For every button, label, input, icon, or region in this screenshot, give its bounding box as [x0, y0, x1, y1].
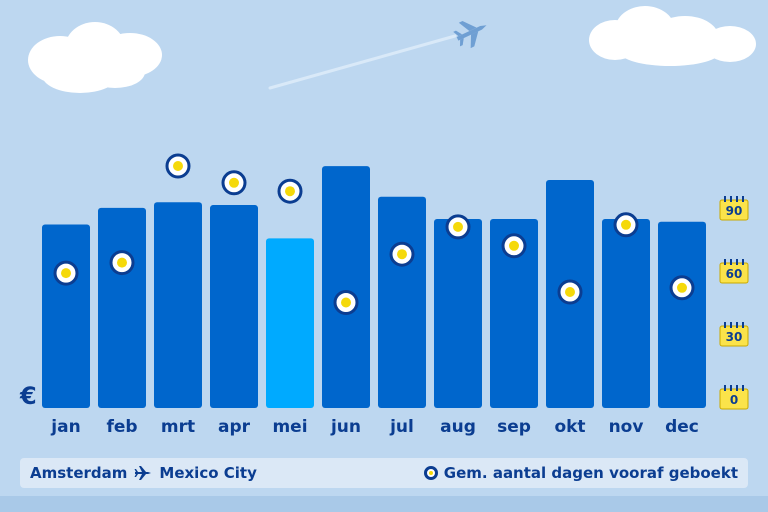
marker-okt — [557, 279, 583, 305]
bar-sep — [490, 218, 538, 408]
bar-aug — [434, 218, 482, 408]
x-tick-mrt: mrt — [161, 417, 195, 437]
origin-label: Amsterdam — [30, 464, 128, 482]
bar-jun — [322, 166, 370, 408]
x-tick-feb: feb — [106, 417, 137, 437]
bar-apr — [210, 205, 258, 408]
legend-bar: Amsterdam Mexico City Gem. aantal dagen … — [20, 458, 748, 488]
x-tick-sep: sep — [497, 417, 531, 437]
bar-nov — [602, 218, 650, 408]
marker-jan — [53, 260, 79, 286]
legend-key-label: Gem. aantal dagen vooraf geboekt — [443, 464, 738, 482]
x-tick-jul: jul — [389, 417, 414, 437]
bar-jan — [42, 224, 90, 408]
right-tick-90-icon: 90 — [719, 196, 749, 221]
x-tick-jan: jan — [50, 417, 80, 437]
currency-symbol: € — [19, 382, 37, 410]
right-tick-0-icon: 0 — [719, 385, 749, 410]
marker-apr — [221, 170, 247, 196]
right-tick-label-90: 90 — [726, 204, 743, 218]
x-tick-nov: nov — [609, 417, 644, 437]
right-tick-label-0: 0 — [730, 393, 738, 407]
right-tick-60-icon: 60 — [719, 259, 749, 284]
marker-nov — [613, 212, 639, 238]
right-tick-30-icon: 30 — [719, 322, 749, 347]
x-tick-apr: apr — [218, 417, 251, 437]
marker-mei — [277, 178, 303, 204]
marker-sep — [501, 233, 527, 259]
marker-jun — [333, 290, 359, 315]
x-tick-dec: dec — [665, 417, 699, 437]
bar-mrt — [154, 202, 202, 408]
right-tick-label-60: 60 — [726, 267, 743, 281]
cloud-left-icon — [28, 22, 162, 93]
bar-dec — [658, 221, 706, 408]
marker-dec — [669, 275, 695, 301]
marker-aug — [445, 214, 471, 240]
x-tick-okt: okt — [554, 417, 585, 437]
airplane-sky-icon — [453, 21, 487, 49]
cloud-right-icon — [589, 6, 756, 66]
legend-key: Gem. aantal dagen vooraf geboekt — [423, 458, 738, 488]
airplane-icon — [134, 466, 152, 480]
marker-jul — [389, 241, 415, 267]
contrail — [268, 34, 457, 90]
x-tick-mei: mei — [272, 417, 307, 437]
bottom-strip — [0, 496, 768, 512]
right-tick-label-30: 30 — [726, 330, 743, 344]
marker-mrt — [165, 153, 191, 179]
bar-mei — [266, 238, 314, 408]
bar-feb — [98, 207, 146, 408]
destination-label: Mexico City — [159, 464, 257, 482]
x-tick-aug: aug — [440, 417, 476, 437]
bar-jul — [378, 196, 426, 408]
route-label: Amsterdam Mexico City — [30, 458, 257, 488]
x-tick-jun: jun — [330, 417, 361, 437]
marker-legend-icon — [423, 466, 438, 480]
marker-feb — [109, 250, 135, 276]
